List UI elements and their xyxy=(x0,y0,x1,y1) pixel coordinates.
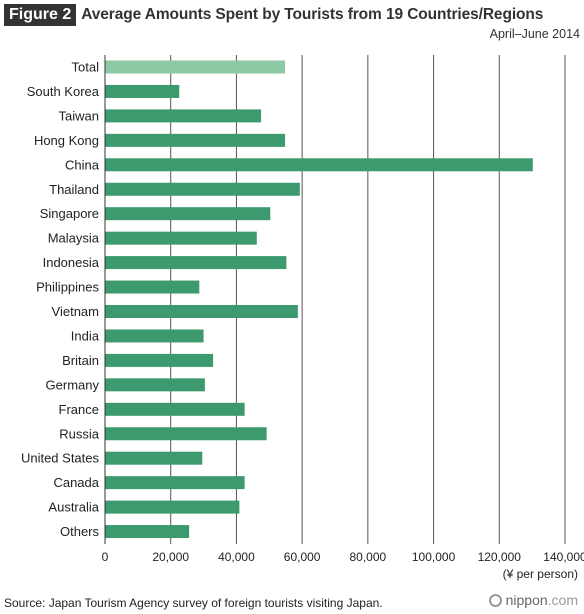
bar xyxy=(105,525,190,539)
chart-title: Average Amounts Spent by Tourists from 1… xyxy=(81,6,544,23)
bar xyxy=(105,329,204,343)
category-label: Australia xyxy=(48,500,99,515)
category-label: Indonesia xyxy=(43,255,100,270)
category-label: Vietnam xyxy=(52,304,99,319)
x-tick-label: 100,000 xyxy=(412,550,456,564)
bar xyxy=(105,451,203,465)
category-label: Hong Kong xyxy=(34,133,99,148)
category-label: Philippines xyxy=(36,280,99,295)
category-label: Singapore xyxy=(40,206,99,221)
logo-suffix: .com xyxy=(547,592,578,608)
x-tick-label: 40,000 xyxy=(218,550,255,564)
bar xyxy=(105,402,245,416)
bar xyxy=(105,378,205,392)
category-label: Britain xyxy=(62,353,99,368)
chart-subtitle: April–June 2014 xyxy=(489,27,580,41)
x-axis-label: (¥ per person) xyxy=(503,567,578,581)
bar xyxy=(105,207,271,221)
bar xyxy=(105,353,214,367)
bar xyxy=(105,280,200,294)
bar xyxy=(105,500,240,514)
bar xyxy=(105,60,286,74)
x-tick-label: 140,000 xyxy=(543,550,584,564)
logo-mark-icon xyxy=(488,593,502,607)
category-label: United States xyxy=(21,451,100,466)
figure-label: Figure 2 xyxy=(4,4,77,26)
category-label: Thailand xyxy=(49,182,99,197)
bar xyxy=(105,256,287,270)
x-tick-label: 80,000 xyxy=(350,550,387,564)
chart-header: Figure 2 Average Amounts Spent by Touris… xyxy=(4,4,543,26)
category-label: Total xyxy=(72,60,100,75)
bar xyxy=(105,133,286,147)
bar xyxy=(105,182,300,196)
category-label: Malaysia xyxy=(48,231,100,246)
site-logo: nippon .com xyxy=(488,592,578,608)
category-label: Others xyxy=(60,524,100,539)
x-tick-label: 60,000 xyxy=(284,550,321,564)
bar xyxy=(105,305,298,318)
category-label: Germany xyxy=(46,377,100,392)
x-tick-label: 20,000 xyxy=(152,550,189,564)
bar xyxy=(105,427,267,441)
source-note: Source: Japan Tourism Agency survey of f… xyxy=(4,596,383,610)
category-label: France xyxy=(59,402,99,417)
category-label: Canada xyxy=(53,475,99,490)
bar xyxy=(105,109,262,123)
bar xyxy=(105,231,257,245)
x-tick-label: 120,000 xyxy=(478,550,522,564)
category-label: Taiwan xyxy=(59,108,99,123)
category-label: South Korea xyxy=(27,84,100,99)
bar xyxy=(105,84,180,98)
bar xyxy=(105,158,533,172)
category-label: China xyxy=(65,157,100,172)
x-tick-label: 0 xyxy=(102,550,109,564)
category-label: Russia xyxy=(59,426,100,441)
category-label: India xyxy=(71,328,100,343)
logo-text: nippon xyxy=(505,592,548,608)
bar xyxy=(105,476,245,490)
